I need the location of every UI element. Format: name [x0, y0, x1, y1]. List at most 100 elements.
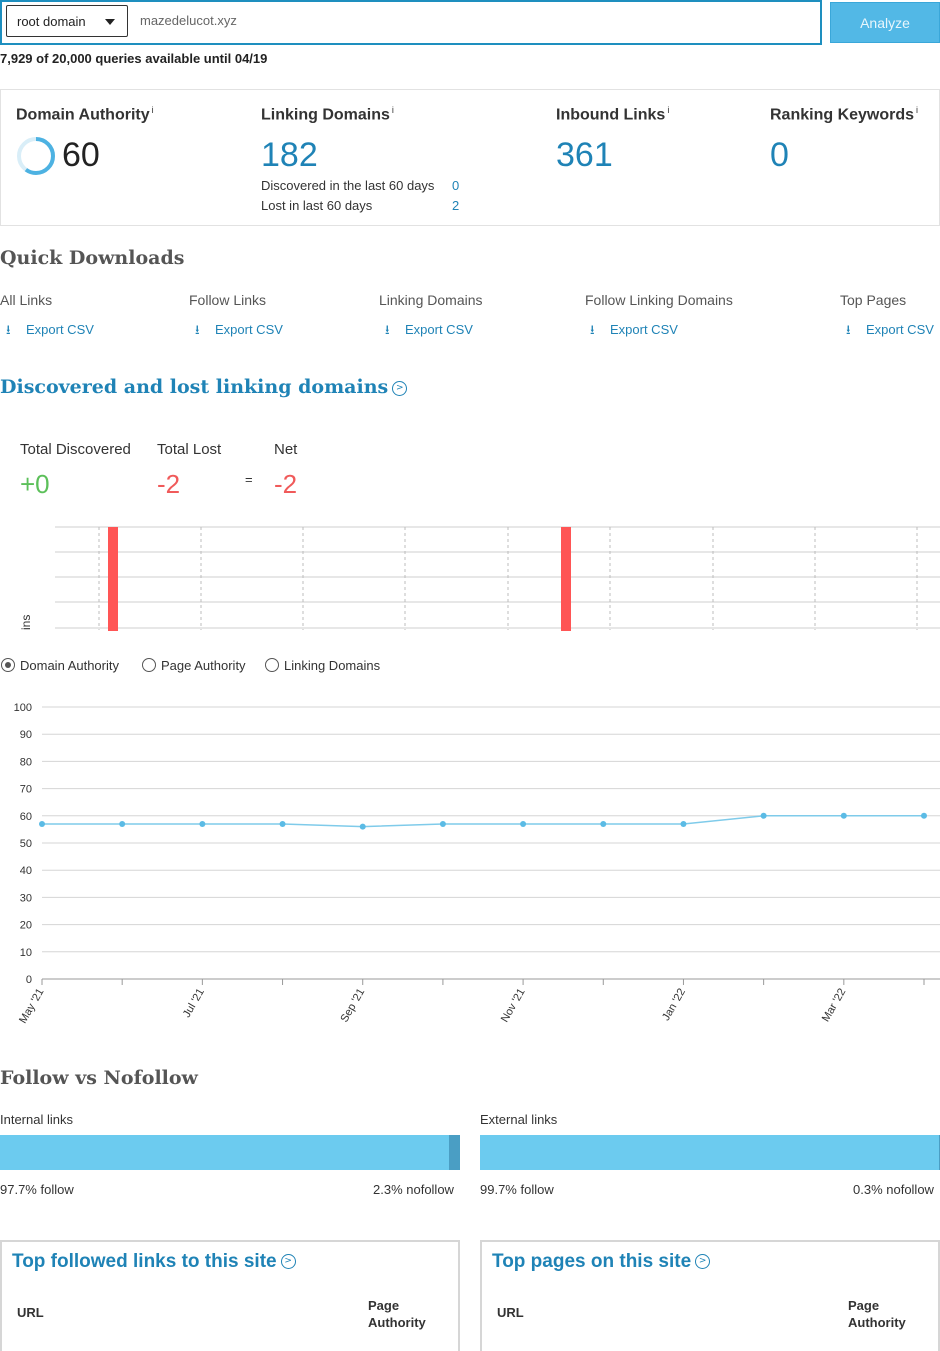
internal-nofollow-pct: 2.3% nofollow [373, 1182, 454, 1197]
external-nofollow-pct: 0.3% nofollow [853, 1182, 934, 1197]
data-point [840, 812, 847, 819]
data-point [600, 820, 607, 827]
scope-select-value: root domain [17, 14, 86, 29]
y-tick-label: 60 [20, 811, 32, 823]
y-tick-label: 10 [20, 947, 32, 959]
export-follow-linking-domains-button[interactable]: ⭳ Export CSV [590, 321, 678, 343]
internal-links-label: Internal links [0, 1112, 73, 1127]
download-icon: ⭳ [590, 322, 595, 337]
data-point [760, 812, 767, 819]
col-page-authority[interactable]: Page Authority [848, 1298, 906, 1330]
export-top-pages-button[interactable]: ⭳ Export CSV [846, 321, 934, 343]
chevron-down-icon [105, 19, 115, 25]
discovered-label: Discovered in the last 60 days [261, 178, 435, 193]
quick-downloads-title: Quick Downloads [0, 247, 185, 269]
info-icon[interactable]: i [916, 105, 919, 115]
info-circle-icon[interactable]: > [695, 1254, 711, 1270]
lost-bar [108, 527, 118, 631]
col-page-authority[interactable]: Page Authority [368, 1298, 426, 1330]
linking-domains-value: 182 [261, 136, 318, 174]
net-value: -2 [274, 469, 298, 499]
discovered-value[interactable]: 0 [452, 178, 460, 193]
export-follow-links-button[interactable]: ⭳ Export CSV [195, 321, 283, 343]
radio-checked-icon [1, 658, 15, 672]
data-point [279, 820, 286, 827]
scope-select[interactable]: root domain [6, 5, 128, 37]
col-url[interactable]: URL [497, 1305, 524, 1320]
col-url[interactable]: URL [17, 1305, 44, 1320]
ranking-keywords-value: 0 [770, 136, 789, 174]
axis-partial-label: ins [19, 615, 33, 630]
analyze-button[interactable]: Analyze [830, 2, 940, 43]
search-input[interactable] [140, 13, 740, 28]
radio-page-authority[interactable]: Page Authority [142, 657, 246, 675]
export-all-links-button[interactable]: ⭳ Export CSV [6, 321, 94, 343]
qd-label-linking-domains: Linking Domains [379, 292, 483, 308]
lost-bar [561, 527, 571, 631]
data-point [921, 812, 927, 819]
data-point [119, 820, 126, 827]
x-tick-label: Jan '22 [660, 987, 688, 1023]
total-lost-value: -2 [157, 469, 181, 499]
radio-linking-domains[interactable]: Linking Domains [265, 657, 380, 675]
download-icon: ⭳ [846, 322, 851, 337]
lost-value[interactable]: 2 [452, 198, 460, 213]
discovered-lost-chart: ins [19, 526, 940, 631]
inbound-links-value: 361 [556, 136, 613, 174]
external-links-label: External links [480, 1112, 558, 1127]
y-tick-label: 30 [20, 892, 32, 904]
lost-label: Lost in last 60 days [261, 198, 373, 213]
info-icon[interactable]: i [667, 105, 670, 115]
y-tick-label: 80 [20, 756, 32, 768]
external-follow-fill [480, 1135, 939, 1170]
info-circle-icon[interactable]: > [280, 1254, 296, 1270]
qd-label-follow-linking-domains: Follow Linking Domains [585, 292, 733, 308]
domain-authority-line-chart: 0 10 20 30 40 50 60 70 80 90 100 May '21 Jul '21 Sep … [14, 702, 940, 1026]
top-followed-links-panel [0, 1240, 460, 1351]
x-tick-label: Jul '21 [181, 987, 207, 1020]
internal-follow-fill [0, 1135, 450, 1170]
external-follow-pct: 99.7% follow [480, 1182, 554, 1197]
info-icon[interactable]: i [151, 105, 154, 115]
total-lost-label: Total Lost [157, 441, 222, 458]
top-pages-panel [480, 1240, 940, 1351]
y-tick-label: 50 [20, 838, 32, 850]
internal-links-bar [0, 1135, 460, 1170]
radio-unchecked-icon [142, 658, 156, 672]
domain-authority-value: 60 [62, 136, 100, 174]
y-tick-label: 100 [14, 702, 32, 714]
internal-follow-pct: 97.7% follow [0, 1182, 74, 1197]
x-tick-label: Mar '22 [820, 987, 849, 1024]
data-point [439, 820, 446, 827]
info-circle-icon[interactable]: > [392, 380, 408, 396]
net-label: Net [274, 441, 298, 458]
total-discovered-value: +0 [20, 469, 50, 499]
y-tick-label: 90 [20, 729, 32, 741]
follow-nofollow-title: Follow vs Nofollow [0, 1067, 198, 1089]
qd-label-all-links: All Links [0, 292, 53, 308]
domain-authority-title: Domain Authority i [16, 105, 154, 124]
discovered-lost-title: Discovered and lost linking domains > [0, 376, 408, 398]
export-linking-domains-button[interactable]: ⭳ Export CSV [385, 321, 473, 343]
top-pages-title: Top pages on this site > [492, 1251, 711, 1273]
equals-sign: = [245, 472, 253, 487]
data-point [39, 820, 45, 827]
linking-domains-title: Linking Domains i [261, 105, 394, 124]
data-point [199, 820, 206, 827]
x-tick-label: May '21 [17, 987, 46, 1026]
y-tick-label: 40 [20, 865, 32, 877]
y-tick-label: 70 [20, 784, 32, 796]
x-tick-label: Sep '21 [338, 987, 367, 1025]
quota-text: 7,929 of 20,000 queries available until … [0, 51, 268, 66]
y-tick-label: 0 [26, 974, 32, 986]
info-icon[interactable]: i [391, 105, 394, 115]
download-icon: ⭳ [195, 322, 200, 337]
radio-domain-authority[interactable]: Domain Authority [1, 657, 119, 675]
y-tick-label: 20 [20, 920, 32, 932]
top-followed-links-title: Top followed links to this site > [12, 1251, 296, 1273]
radio-unchecked-icon [265, 658, 279, 672]
data-point [680, 820, 687, 827]
series-line [42, 815, 924, 828]
download-icon: ⭳ [6, 322, 11, 337]
inbound-links-title: Inbound Links i [556, 105, 670, 124]
